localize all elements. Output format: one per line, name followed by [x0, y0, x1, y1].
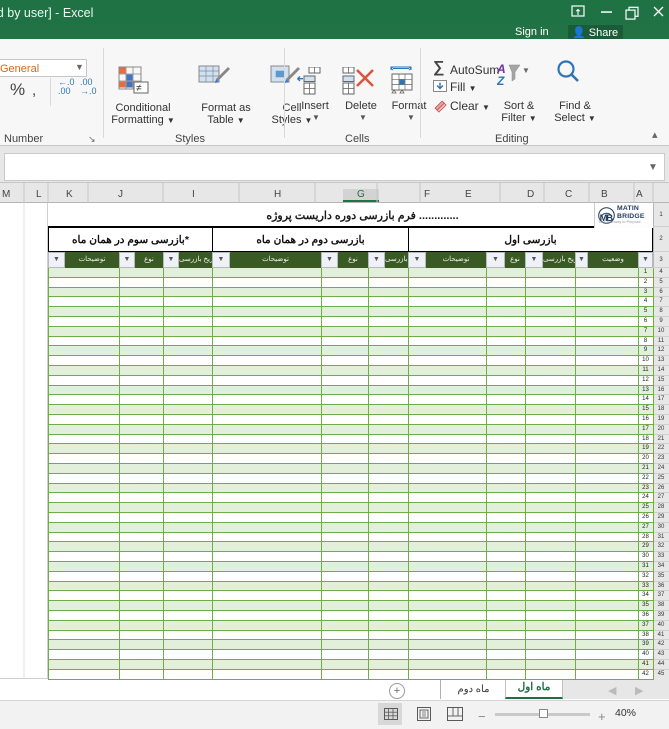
svg-text:≠: ≠: [136, 83, 142, 94]
svg-text:Z: Z: [497, 74, 505, 88]
